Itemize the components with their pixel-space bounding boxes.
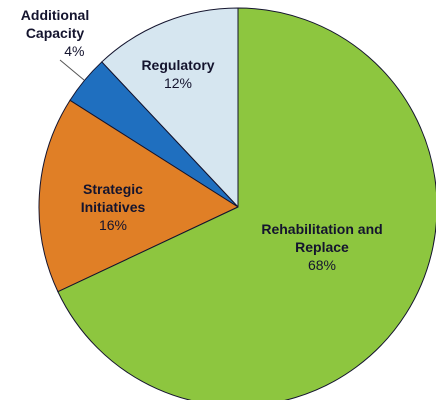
category-label: Strategic Initiatives	[80, 181, 146, 215]
slice-label: Regulatory 12%	[123, 56, 233, 92]
pie-slice	[38, 99, 240, 293]
category-label: Additional Capacity	[20, 7, 90, 41]
category-label: Regulatory	[141, 57, 215, 73]
value-label: 68%	[307, 257, 337, 273]
pie-slice	[57, 7, 436, 400]
category-label: Rehabilitation and Replace	[261, 221, 383, 255]
value-label: 4%	[64, 43, 85, 59]
pie-slice	[101, 7, 239, 209]
leader-line	[59, 59, 85, 81]
slice-label: Strategic Initiatives 16%	[66, 180, 161, 234]
slice-label: Rehabilitation and Replace 68%	[260, 220, 385, 274]
value-label: 16%	[98, 217, 128, 233]
value-label: 12%	[163, 75, 193, 91]
slice-label: Additional Capacity 4%	[8, 6, 103, 60]
